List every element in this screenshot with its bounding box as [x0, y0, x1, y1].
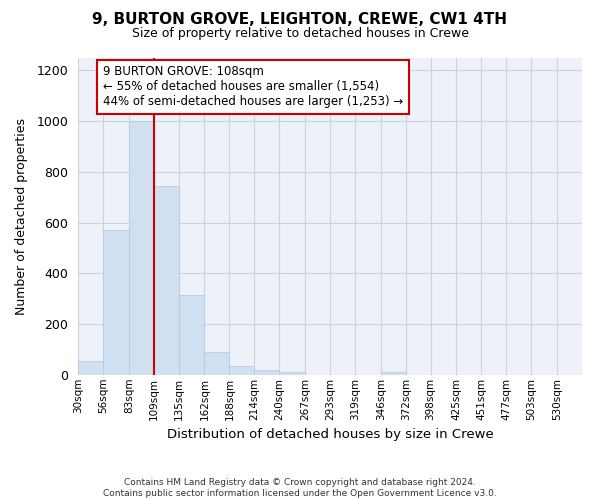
- Bar: [381, 372, 406, 375]
- Bar: [179, 295, 205, 375]
- Text: 9 BURTON GROVE: 108sqm
← 55% of detached houses are smaller (1,554)
44% of semi-: 9 BURTON GROVE: 108sqm ← 55% of detached…: [103, 66, 403, 108]
- Text: Size of property relative to detached houses in Crewe: Size of property relative to detached ho…: [131, 28, 469, 40]
- Bar: [279, 372, 305, 375]
- Bar: [78, 360, 103, 375]
- Text: Contains HM Land Registry data © Crown copyright and database right 2024.
Contai: Contains HM Land Registry data © Crown c…: [103, 478, 497, 498]
- Bar: [254, 370, 279, 375]
- X-axis label: Distribution of detached houses by size in Crewe: Distribution of detached houses by size …: [167, 428, 493, 441]
- Bar: [205, 352, 229, 375]
- Bar: [154, 186, 179, 375]
- Text: 9, BURTON GROVE, LEIGHTON, CREWE, CW1 4TH: 9, BURTON GROVE, LEIGHTON, CREWE, CW1 4T…: [92, 12, 508, 28]
- Bar: [129, 121, 154, 375]
- Y-axis label: Number of detached properties: Number of detached properties: [15, 118, 28, 315]
- Bar: [229, 366, 254, 375]
- Bar: [103, 230, 129, 375]
